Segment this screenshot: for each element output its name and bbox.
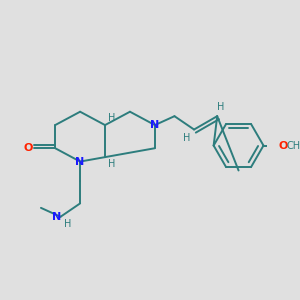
Text: N: N <box>52 212 62 222</box>
Text: H: H <box>109 159 116 169</box>
Text: O: O <box>278 140 288 151</box>
Text: N: N <box>150 120 160 130</box>
Text: H: H <box>109 113 116 123</box>
Text: O: O <box>24 143 33 153</box>
Text: H: H <box>183 134 190 143</box>
Text: CH₃: CH₃ <box>286 140 300 151</box>
Text: H: H <box>64 219 71 229</box>
Text: H: H <box>217 102 224 112</box>
Text: N: N <box>76 157 85 166</box>
